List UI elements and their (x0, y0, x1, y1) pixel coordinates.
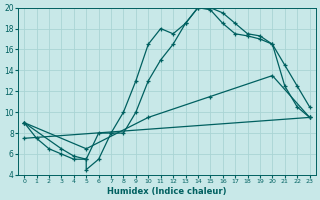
X-axis label: Humidex (Indice chaleur): Humidex (Indice chaleur) (107, 187, 227, 196)
